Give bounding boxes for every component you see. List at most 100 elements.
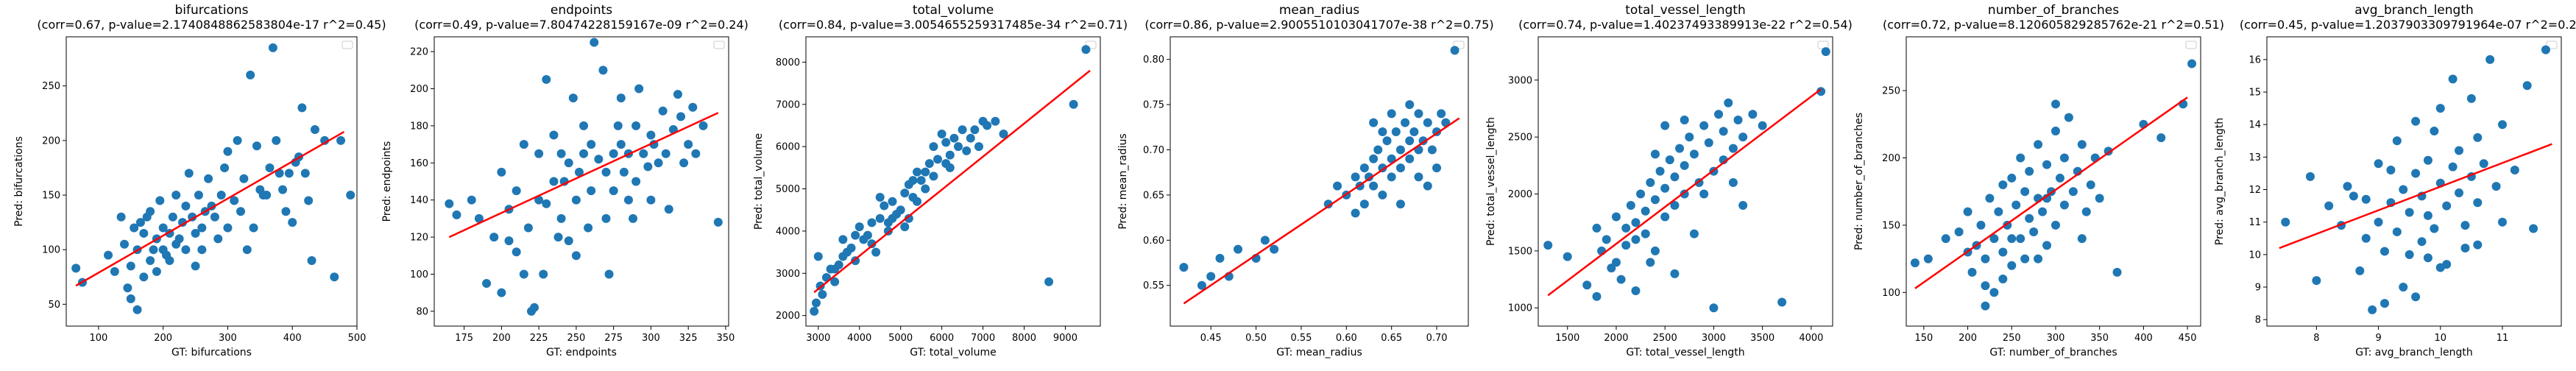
data-point bbox=[2479, 159, 2488, 169]
axes-frame bbox=[1170, 36, 1469, 327]
x-axis-label: GT: mean_radius bbox=[1276, 347, 1362, 358]
data-point bbox=[191, 261, 200, 271]
data-point bbox=[307, 256, 316, 266]
chart-subtitle: (corr=0.45, p-value=1.203790330979196​4e… bbox=[2240, 18, 2576, 32]
data-point bbox=[1382, 136, 1392, 146]
y-tick-label: 200 bbox=[42, 135, 60, 146]
data-point bbox=[2059, 200, 2069, 210]
x-tick-label: 350 bbox=[2090, 333, 2109, 344]
data-point bbox=[1709, 303, 1719, 313]
x-tick-label: 9 bbox=[2375, 333, 2381, 344]
data-point bbox=[1414, 172, 1423, 182]
y-tick-label: 1000 bbox=[1508, 303, 1532, 314]
data-point bbox=[2485, 54, 2495, 64]
data-point bbox=[139, 228, 149, 238]
y-tick-label: 0.70 bbox=[1143, 145, 1164, 156]
data-point bbox=[1423, 118, 1432, 127]
fit-line bbox=[813, 69, 1091, 294]
data-point bbox=[962, 146, 972, 155]
x-tick-label: 3000 bbox=[1702, 333, 1726, 344]
data-point bbox=[2305, 172, 2315, 181]
data-point bbox=[1044, 277, 1054, 286]
x-tick-label: 300 bbox=[2047, 333, 2065, 344]
chart-panel-3: total_volume(corr=0.84, p-value=3.005465… bbox=[753, 3, 1128, 358]
x-tick-label: 0.55 bbox=[1290, 333, 1312, 344]
data-point bbox=[320, 135, 330, 145]
data-point bbox=[130, 223, 139, 233]
data-point bbox=[497, 167, 506, 177]
data-point bbox=[1369, 118, 1379, 127]
data-point bbox=[2068, 187, 2078, 197]
data-point bbox=[937, 129, 946, 138]
y-axis-label: Pred: total_vessel_length bbox=[1485, 117, 1497, 246]
data-point bbox=[120, 239, 129, 249]
data-point bbox=[2187, 59, 2197, 68]
data-point bbox=[691, 149, 701, 158]
data-point bbox=[2355, 266, 2365, 275]
data-point bbox=[2034, 140, 2043, 149]
data-point bbox=[2368, 305, 2377, 314]
data-point bbox=[587, 140, 596, 149]
data-point bbox=[2405, 250, 2414, 259]
data-point bbox=[571, 195, 581, 205]
data-point bbox=[2374, 217, 2383, 227]
y-tick-label: 12 bbox=[2248, 185, 2261, 196]
x-tick-label: 4000 bbox=[1799, 333, 1823, 344]
data-point bbox=[236, 207, 245, 216]
data-point bbox=[2343, 182, 2352, 191]
data-point bbox=[571, 251, 581, 261]
data-point bbox=[213, 234, 223, 244]
y-tick-label: 14 bbox=[2248, 120, 2261, 131]
data-point bbox=[1689, 149, 1699, 159]
data-point bbox=[2491, 182, 2501, 191]
data-point bbox=[1641, 206, 1650, 216]
data-point bbox=[2411, 169, 2421, 178]
y-tick-label: 150 bbox=[1882, 220, 1900, 231]
data-point bbox=[913, 197, 922, 206]
data-point bbox=[1378, 190, 1387, 199]
data-point bbox=[830, 264, 840, 274]
data-point bbox=[2361, 194, 2371, 204]
data-point bbox=[1981, 281, 1990, 291]
chart-title: total_volume bbox=[913, 3, 994, 18]
y-tick-label: 2000 bbox=[1508, 189, 1532, 200]
data-point bbox=[556, 213, 566, 223]
y-tick-label: 0.55 bbox=[1143, 280, 1164, 292]
data-point bbox=[999, 129, 1008, 138]
data-point bbox=[1069, 99, 1078, 109]
y-tick-label: 2500 bbox=[1508, 132, 1532, 144]
data-point bbox=[1395, 199, 1405, 209]
data-point bbox=[1699, 189, 1709, 199]
data-point bbox=[634, 84, 644, 93]
x-tick-label: 0.60 bbox=[1336, 333, 1357, 344]
data-point bbox=[1689, 229, 1699, 239]
data-point bbox=[2498, 217, 2507, 227]
data-point bbox=[467, 195, 476, 205]
data-point bbox=[590, 38, 599, 47]
data-point bbox=[530, 303, 539, 312]
chart-title: mean_radius bbox=[1279, 3, 1359, 18]
data-point bbox=[1985, 194, 1995, 203]
data-point bbox=[497, 288, 506, 297]
chart-panel-6: number_of_branches(corr=0.72, p-value=8.… bbox=[1853, 3, 2224, 358]
data-point bbox=[616, 140, 626, 149]
data-point bbox=[568, 93, 578, 103]
y-tick-label: 7000 bbox=[776, 99, 800, 110]
y-tick-label: 80 bbox=[416, 306, 428, 317]
data-point bbox=[246, 70, 255, 80]
y-tick-label: 160 bbox=[410, 158, 428, 169]
data-point bbox=[204, 174, 213, 183]
x-tick-label: 400 bbox=[283, 333, 302, 344]
x-tick-label: 0.45 bbox=[1200, 333, 1222, 344]
data-point bbox=[197, 245, 207, 255]
x-tick-label: 2000 bbox=[1604, 333, 1628, 344]
data-point bbox=[646, 195, 656, 205]
data-point bbox=[1670, 200, 1680, 210]
data-point bbox=[2007, 234, 2017, 244]
data-point bbox=[654, 158, 663, 168]
data-point bbox=[2529, 224, 2538, 233]
data-point bbox=[445, 199, 454, 208]
data-point bbox=[974, 142, 983, 152]
data-point bbox=[1405, 100, 1415, 110]
